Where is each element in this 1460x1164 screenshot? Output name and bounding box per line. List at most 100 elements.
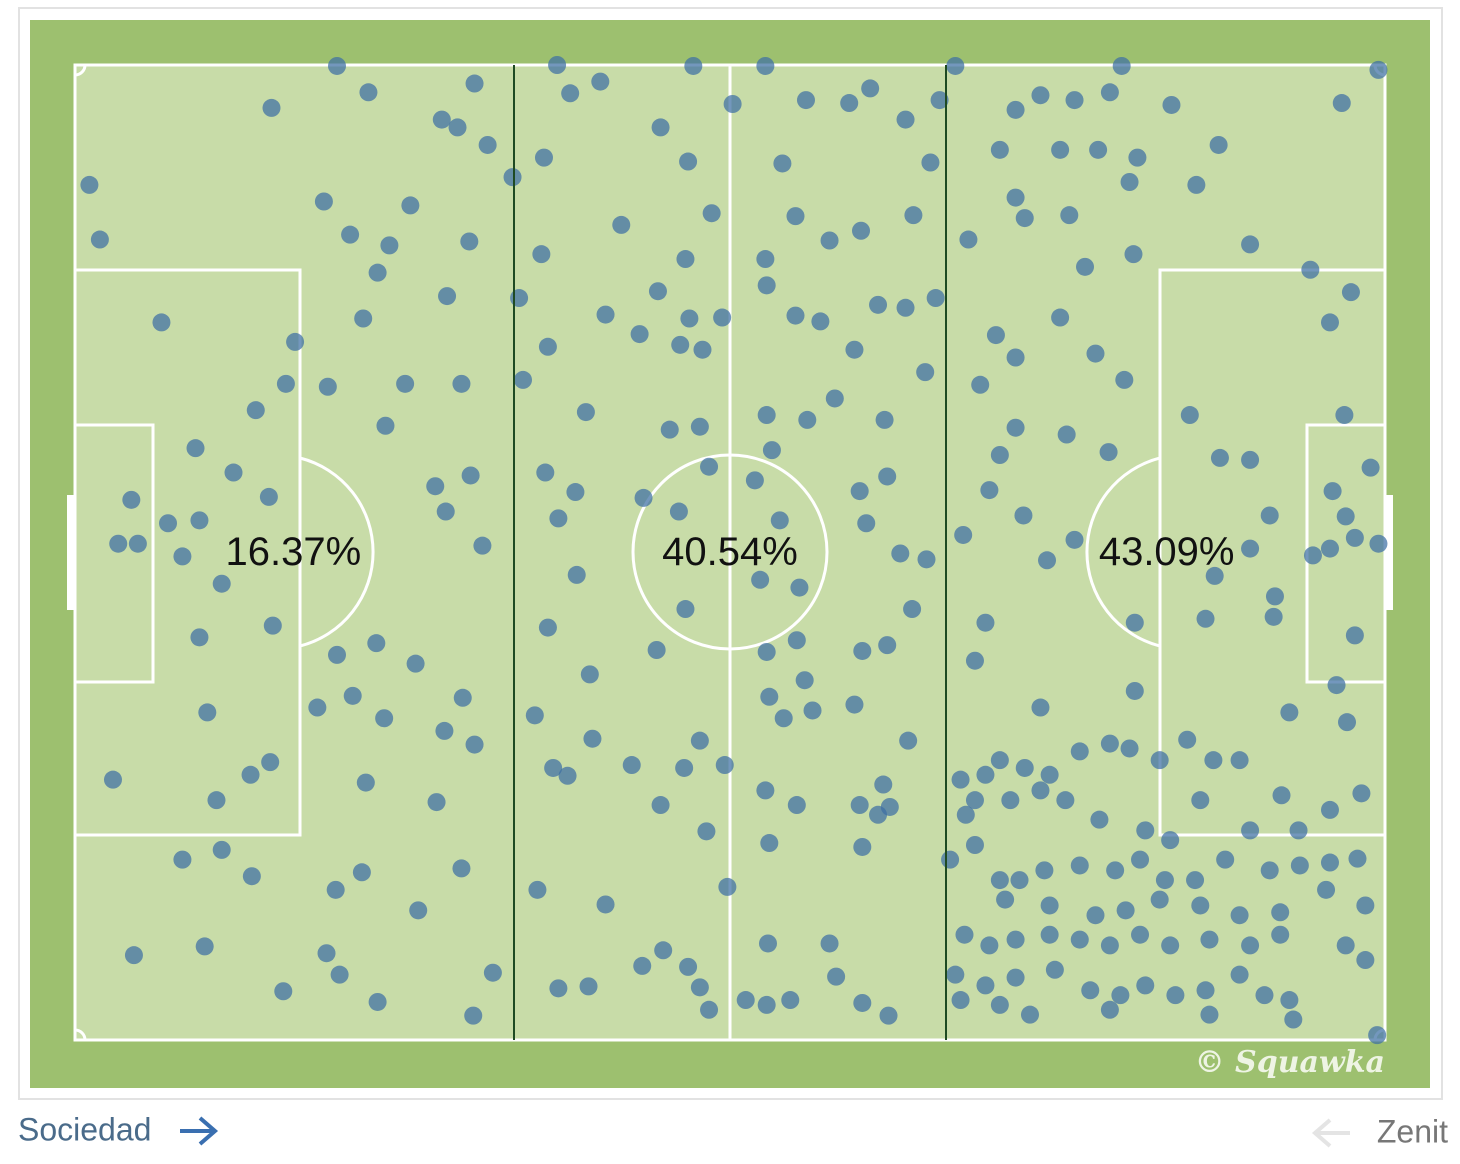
- touch-dot: [1301, 260, 1320, 279]
- touch-dot: [380, 236, 399, 255]
- touch-dot: [980, 481, 999, 500]
- touch-dot: [1065, 530, 1084, 549]
- touch-dot: [786, 207, 805, 226]
- touch-dot: [700, 1000, 719, 1019]
- touch-dot: [1191, 791, 1210, 810]
- home-arrow: [180, 1116, 219, 1146]
- touch-dot: [676, 250, 695, 269]
- touch-dot: [941, 850, 960, 869]
- touch-dot: [990, 995, 1009, 1014]
- touch-dot: [654, 941, 673, 960]
- touch-dot: [1086, 906, 1105, 925]
- touch-dot: [990, 751, 1009, 770]
- touch-dot: [1216, 850, 1235, 869]
- touch-dot: [426, 477, 445, 496]
- touch-dot: [990, 140, 1009, 159]
- touch-dot: [1332, 94, 1351, 113]
- touch-dot: [1284, 1010, 1303, 1029]
- touch-dot: [1070, 742, 1089, 761]
- touch-dot: [452, 859, 471, 878]
- touch-dot: [853, 837, 872, 856]
- touch-dot: [1051, 140, 1070, 159]
- touch-dot: [787, 796, 806, 815]
- touch-dot: [1348, 849, 1367, 868]
- home-team[interactable]: Sociedad: [18, 1111, 151, 1147]
- touch-dot: [1015, 209, 1034, 228]
- touch-dot: [1100, 936, 1119, 955]
- touch-dot: [352, 863, 371, 882]
- touch-dot: [723, 95, 742, 113]
- watermark: © Squawka: [1195, 1045, 1385, 1080]
- touch-dot: [1136, 821, 1155, 840]
- touch-dot: [436, 502, 455, 521]
- touch-dot: [314, 192, 333, 211]
- touch-dot: [990, 446, 1009, 464]
- touch-dot: [109, 534, 128, 553]
- touch-dot: [376, 416, 395, 435]
- touch-dot: [452, 374, 471, 393]
- touch-dot: [1031, 781, 1050, 800]
- touch-dot: [1120, 739, 1139, 758]
- touch-dot: [875, 410, 894, 429]
- touch-dot: [647, 641, 666, 659]
- touch-dot: [671, 335, 690, 354]
- touch-dot: [1014, 506, 1033, 525]
- touch-dot: [1124, 245, 1143, 264]
- touch-dot: [1120, 173, 1139, 191]
- touch-dot: [544, 758, 563, 777]
- touch-dot: [1241, 821, 1260, 840]
- touch-dot: [630, 325, 649, 344]
- touch-dot: [1057, 425, 1076, 444]
- touch-dot: [1178, 730, 1197, 749]
- touch-dot: [1338, 713, 1357, 732]
- touch-dot: [1320, 539, 1339, 558]
- away-arrow: [1311, 1118, 1350, 1148]
- touch-dot: [190, 511, 209, 530]
- touch-dot: [308, 698, 327, 717]
- touch-dot: [770, 511, 789, 530]
- touch-dot: [762, 441, 781, 460]
- touch-dot: [676, 600, 695, 619]
- touch-dot: [1125, 681, 1144, 700]
- touch-dot: [259, 487, 278, 506]
- touch-dot: [1100, 83, 1119, 102]
- touch-dot: [1230, 965, 1249, 984]
- touch-dot: [538, 618, 557, 637]
- touch-dot: [1060, 206, 1079, 225]
- touch-dot: [1076, 257, 1095, 276]
- touch-dot: [955, 925, 974, 944]
- touch-dot: [956, 805, 975, 824]
- touch-dot: [246, 401, 265, 420]
- touch-dot: [1056, 791, 1075, 810]
- touch-dot: [262, 98, 281, 117]
- touch-dot: [427, 793, 446, 812]
- touch-dot: [760, 834, 779, 853]
- touch-dot: [959, 230, 978, 249]
- touch-dot: [1230, 906, 1249, 925]
- touch-dot: [1006, 968, 1025, 987]
- touch-dot: [1006, 348, 1025, 367]
- goal-right: [1384, 495, 1393, 610]
- touch-dot: [648, 282, 667, 301]
- touch-dot: [368, 263, 387, 282]
- touch-dot: [1280, 991, 1299, 1010]
- touch-dot: [680, 309, 699, 328]
- touch-dot: [596, 305, 615, 324]
- touch-dot: [1115, 370, 1134, 389]
- touch-dot: [173, 547, 192, 566]
- touch-dot: [1051, 308, 1070, 327]
- touch-dot: [1345, 528, 1364, 547]
- touch-dot: [401, 196, 420, 215]
- away-team[interactable]: Zenit: [1377, 1113, 1448, 1149]
- touch-dot: [1289, 821, 1308, 840]
- touch-dot: [510, 289, 529, 308]
- touch-dot: [1100, 1000, 1119, 1019]
- touch-dot: [207, 791, 226, 810]
- touch-dot: [532, 245, 551, 264]
- touch-dot: [1186, 871, 1205, 890]
- touch-dot: [432, 110, 451, 129]
- touch-dot: [368, 992, 387, 1011]
- touch-dot: [1345, 626, 1364, 645]
